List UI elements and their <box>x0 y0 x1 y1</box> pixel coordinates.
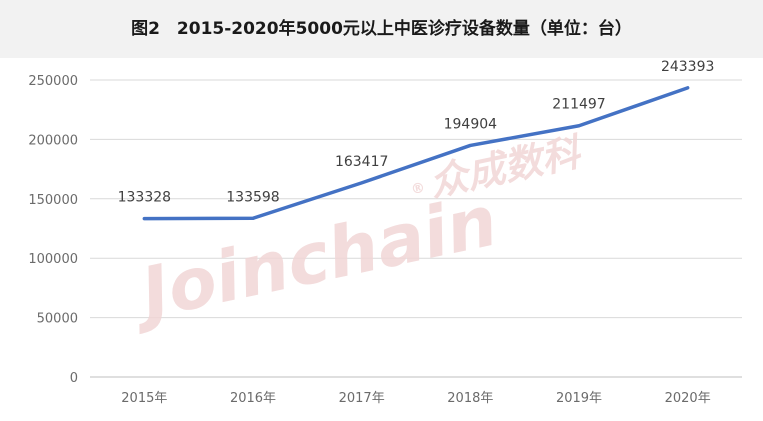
data-label: 163417 <box>335 154 388 170</box>
watermark-reg: ® <box>410 180 427 199</box>
y-tick-label: 250000 <box>28 74 78 89</box>
y-tick-labels: 0 50000 100000 150000 200000 250000 <box>28 74 78 386</box>
gridlines <box>90 79 742 378</box>
y-tick-label: 50000 <box>37 312 78 327</box>
x-tick-label: 2017年 <box>339 391 385 406</box>
data-label: 211497 <box>552 97 605 113</box>
data-label: 133598 <box>226 189 279 205</box>
x-tick-label: 2018年 <box>447 391 493 406</box>
series-line <box>142 86 690 221</box>
title-bar <box>0 0 763 58</box>
data-label: 194904 <box>444 116 498 132</box>
data-labels: 133328 133598 163417 194904 211497 243393 <box>118 59 715 206</box>
x-tick-labels: 2015年 2016年 2017年 2018年 2019年 2020年 <box>121 391 710 406</box>
x-tick-label: 2016年 <box>230 391 276 406</box>
x-tick-label: 2020年 <box>665 391 711 406</box>
chart-title: 图2 2015-2020年5000元以上中医诊疗设备数量（单位：台） <box>131 19 632 39</box>
watermark-cn: 众成数科 <box>426 130 587 205</box>
series <box>142 86 690 221</box>
x-tick-label: 2019年 <box>556 391 602 406</box>
y-tick-label: 150000 <box>28 193 78 208</box>
y-tick-label: 200000 <box>28 133 78 148</box>
watermark-text: Joinchain <box>123 179 504 337</box>
data-label: 243393 <box>661 59 714 75</box>
data-label: 133328 <box>118 190 171 206</box>
y-tick-label: 0 <box>70 371 78 386</box>
y-tick-label: 100000 <box>28 252 78 267</box>
x-tick-label: 2015年 <box>121 391 167 406</box>
